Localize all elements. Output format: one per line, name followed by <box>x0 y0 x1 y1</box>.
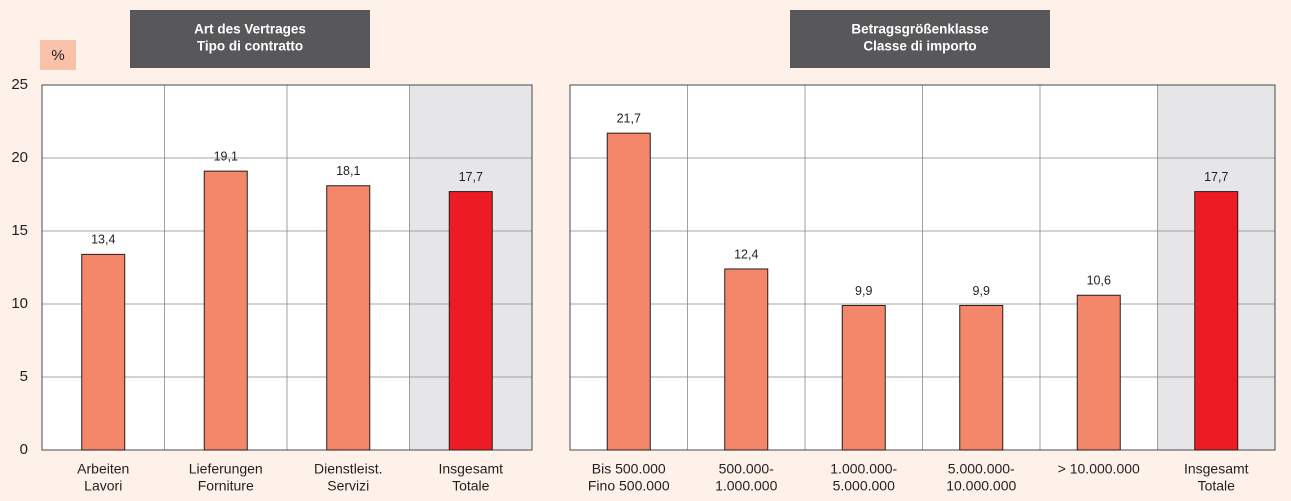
y-tick-label: 20 <box>11 149 28 166</box>
y-tick-label: 15 <box>11 222 28 239</box>
y-tick-label: 25 <box>11 76 28 93</box>
x-tick-label: Servizi <box>327 478 369 494</box>
bar <box>326 185 371 451</box>
value-label: 17,7 <box>459 170 483 184</box>
x-tick-label: 500.000- <box>719 461 775 477</box>
plot-border <box>569 84 1276 451</box>
bar <box>606 132 651 451</box>
bar <box>959 304 1004 451</box>
x-tick-label: 1.000.000- <box>830 461 897 477</box>
x-tick-label: Totale <box>452 478 490 494</box>
x-tick-label: Fino 500.000 <box>588 478 670 494</box>
chart-title: Betragsgrößenklasse <box>851 22 989 37</box>
plot-border <box>41 84 533 451</box>
x-tick-label: 5.000.000- <box>948 461 1015 477</box>
value-label: 9,9 <box>973 284 990 298</box>
value-label: 17,7 <box>1204 170 1228 184</box>
x-tick-label: 1.000.000 <box>715 478 777 494</box>
value-label: 10,6 <box>1087 274 1111 288</box>
chart-title: Tipo di contratto <box>197 39 303 54</box>
x-tick-label: Insgesamt <box>438 461 503 477</box>
bar <box>841 304 886 451</box>
bar <box>1194 191 1239 451</box>
x-tick-label: Bis 500.000 <box>592 461 666 477</box>
x-tick-label: Lavori <box>84 478 122 494</box>
x-tick-label: 5.000.000 <box>833 478 895 494</box>
chart-title: Classe di importo <box>863 39 976 54</box>
bar <box>724 268 769 451</box>
y-tick-label: 10 <box>11 295 28 312</box>
y-axis-label: % <box>51 47 64 64</box>
y-tick-label: 0 <box>20 441 28 458</box>
x-tick-label: 10.000.000 <box>946 478 1016 494</box>
bar <box>448 191 493 451</box>
unit-box <box>40 40 76 70</box>
y-tick-label: 5 <box>20 368 28 385</box>
x-tick-label: Lieferungen <box>189 461 263 477</box>
bar <box>203 170 248 451</box>
value-label: 21,7 <box>617 111 641 125</box>
value-label: 18,1 <box>336 164 360 178</box>
x-tick-label: Dienstleist. <box>314 461 382 477</box>
bar <box>81 253 126 451</box>
x-tick-label: Arbeiten <box>77 461 129 477</box>
title-box <box>790 10 1050 68</box>
value-label: 19,1 <box>214 149 238 163</box>
title-box <box>130 10 370 68</box>
x-tick-label: Totale <box>1198 478 1236 494</box>
value-label: 9,9 <box>855 284 872 298</box>
x-tick-label: Forniture <box>198 478 254 494</box>
x-tick-label: > 10.000.000 <box>1058 461 1140 477</box>
value-label: 13,4 <box>91 233 115 247</box>
chart-title: Art des Vertrages <box>194 22 306 37</box>
bar <box>1076 294 1121 451</box>
value-label: 12,4 <box>734 247 758 261</box>
x-tick-label: Insgesamt <box>1184 461 1249 477</box>
